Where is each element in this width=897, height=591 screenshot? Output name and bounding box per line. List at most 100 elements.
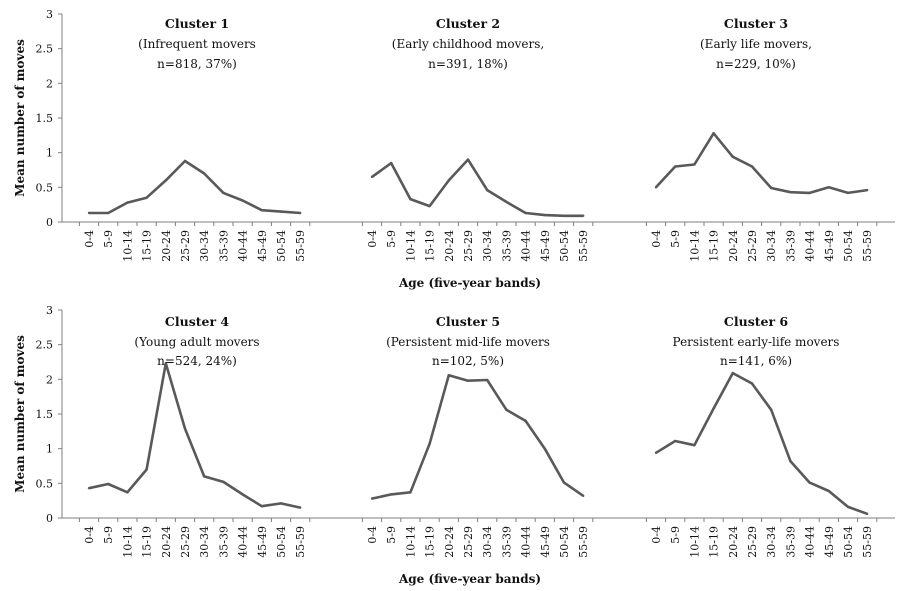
panel-subtitle-line2: n=818, 37%)	[157, 57, 237, 71]
x-tick-label: 0-4	[83, 526, 96, 544]
y-tick-label: 1.5	[36, 112, 54, 125]
data-point	[731, 155, 734, 159]
data-point	[866, 188, 869, 192]
data-point	[145, 468, 148, 471]
data-point	[183, 427, 187, 430]
x-tick-label: 10-14	[688, 230, 701, 262]
data-point	[789, 459, 792, 463]
panel-subtitle-line2: n=391, 18%)	[428, 57, 508, 71]
x-tick-label: 35-39	[217, 230, 230, 262]
data-point	[126, 491, 129, 494]
data-point	[712, 407, 715, 410]
data-point	[808, 191, 811, 195]
data-point	[279, 210, 283, 213]
data-point	[770, 186, 773, 190]
panel-title: Cluster 1	[165, 16, 229, 31]
data-point	[524, 211, 527, 215]
series-line-cluster-5	[371, 373, 584, 500]
data-point	[126, 201, 129, 204]
x-tick-label: 35-39	[784, 230, 797, 262]
data-point	[674, 165, 677, 168]
data-point	[409, 197, 412, 201]
x-tick-label: 5-9	[385, 526, 398, 544]
data-point	[107, 482, 110, 486]
x-tick-label: 30-34	[765, 526, 778, 558]
y-tick-label: 0	[46, 216, 53, 229]
x-tick-label: 5-9	[669, 526, 682, 544]
plot-area: 0 0.5 1 1.5 2 2.5 3 0-4 5-9 10-14 15-19 20-24 25-29 3…	[36, 8, 895, 558]
x-tick-label: 50-54	[275, 230, 288, 262]
x-tick-label: 45-49	[256, 230, 269, 262]
data-point	[260, 209, 263, 212]
x-tick-label: 10-14	[688, 526, 701, 558]
x-tick-label: 45-49	[539, 526, 552, 558]
x-tick-label: 0-4	[366, 230, 379, 248]
data-point	[428, 442, 431, 446]
data-point	[203, 475, 206, 478]
x-tick-label: 15-19	[708, 230, 721, 262]
data-point	[712, 132, 715, 135]
x-tick-label: 30-34	[481, 230, 494, 262]
data-point	[87, 486, 91, 490]
x-tick-label: 25-29	[179, 230, 192, 262]
data-point	[107, 211, 110, 215]
x-tick-label: 30-34	[481, 526, 494, 558]
x-tick-label: 15-19	[708, 526, 721, 558]
panel-title: Cluster 6	[724, 314, 788, 329]
x-tick-label: 40-44	[237, 526, 250, 558]
x-tick-label: 10-14	[121, 526, 134, 558]
y-tick-label: 0.5	[36, 477, 54, 490]
data-point	[428, 204, 431, 208]
data-point	[789, 190, 792, 194]
x-tick-label: 40-44	[520, 526, 533, 558]
series-line-cluster-3	[655, 132, 868, 195]
data-point	[486, 188, 489, 192]
y-tick-label: 1.5	[36, 408, 54, 421]
x-tick-label: 25-29	[179, 526, 192, 558]
x-tick-label: 20-24	[727, 230, 740, 262]
data-point	[505, 200, 508, 204]
series-line-cluster-2	[371, 158, 584, 218]
x-tick-label: 35-39	[217, 526, 230, 558]
series-line-cluster-6	[655, 371, 868, 516]
panel-subtitle-line1: (Early childhood movers,	[392, 37, 544, 51]
x-tick-label: 20-24	[443, 526, 456, 558]
x-tick-label: 55-59	[294, 230, 307, 262]
y-tick-label: 2	[46, 373, 53, 386]
data-point	[846, 505, 850, 509]
x-tick-label: 55-59	[577, 230, 590, 262]
data-point	[827, 186, 830, 189]
x-tick-label: 10-14	[404, 526, 417, 558]
panel-title: Cluster 4	[165, 314, 229, 329]
x-tick-label: 20-24	[160, 230, 173, 262]
x-tick-label: 5-9	[669, 230, 682, 248]
series-line-cluster-4	[88, 362, 301, 509]
x-tick-label: 55-59	[294, 526, 307, 558]
x-tick-label: 30-34	[198, 230, 211, 262]
data-point	[524, 419, 527, 423]
x-tick-label: 5-9	[102, 230, 115, 248]
x-tick-label: 35-39	[500, 526, 513, 558]
x-tick-label: 45-49	[823, 526, 836, 558]
x-tick-label: 10-14	[121, 230, 134, 262]
panel-subtitle-line2: n=102, 5%)	[432, 354, 504, 368]
panel-subtitle-line1: (Young adult movers	[134, 335, 259, 349]
data-point	[409, 491, 412, 494]
data-point	[846, 191, 850, 195]
data-point	[447, 179, 450, 182]
data-point	[390, 493, 393, 496]
data-point	[241, 199, 244, 202]
x-tick-label: 10-14	[404, 230, 417, 262]
panel-subtitle-line1: (Infrequent movers	[138, 37, 256, 51]
y-tick-label: 0.5	[36, 181, 54, 194]
panel-title: Cluster 5	[436, 314, 500, 329]
y-axis-label-bottom: Mean number of moves	[13, 335, 27, 493]
y-axis-label-top: Mean number of moves	[13, 39, 27, 197]
data-point	[370, 497, 374, 500]
data-point	[466, 379, 470, 382]
x-tick-label: 15-19	[424, 230, 437, 262]
x-axis-label-top: Age (five-year bands)	[398, 276, 541, 290]
x-tick-label: 0-4	[83, 230, 96, 248]
x-axis-label-bottom: Age (five-year bands)	[398, 572, 541, 586]
data-point	[222, 480, 225, 484]
